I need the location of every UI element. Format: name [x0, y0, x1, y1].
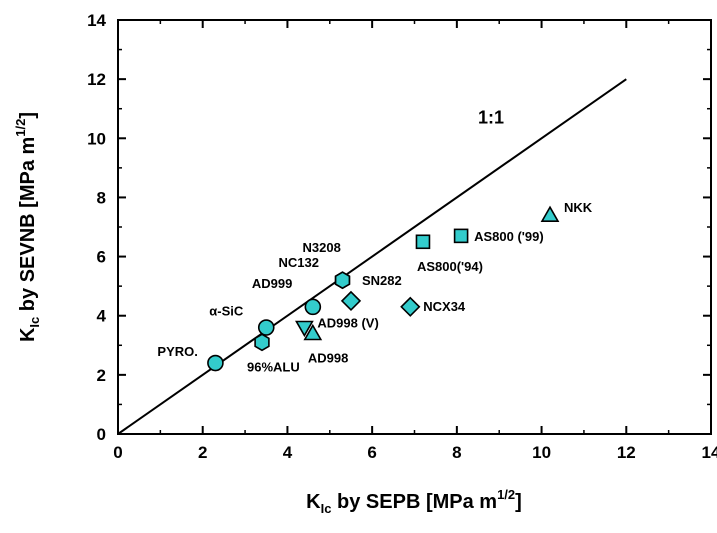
data-point-diamond [400, 296, 421, 317]
y-tick-label: 10 [87, 129, 106, 148]
y-tick-label: 14 [87, 11, 106, 30]
x-tick-label: 14 [702, 443, 717, 462]
point-label: NC132 [278, 255, 318, 270]
x-tick-label: 4 [283, 443, 293, 462]
data-point-triangle-up [303, 323, 323, 341]
y-tick-label: 12 [87, 70, 106, 89]
point-label: N3208 [302, 240, 340, 255]
point-label: AD999 [252, 276, 292, 291]
x-axis-label: KIc by SEPB [MPa m1/2] [306, 487, 522, 516]
point-label: α-SiC [209, 304, 244, 319]
point-label: NKK [564, 200, 593, 215]
point-label: AS800 ('99) [474, 229, 544, 244]
reference-line-1-1 [117, 78, 627, 435]
x-tick-label: 0 [113, 443, 122, 462]
point-labels: PYRO. 96%ALU α-SiC AD999 AD998 (V) AD998 NC132… [157, 200, 592, 374]
data-point-hexagon [254, 333, 270, 352]
data-points [207, 205, 560, 372]
point-label: 96%ALU [247, 359, 300, 374]
reference-line-label: 1:1 [478, 108, 504, 128]
x-tick-label: 6 [367, 443, 376, 462]
point-label: AD998 [308, 350, 348, 365]
point-label: SN282 [362, 273, 402, 288]
x-tick-label: 2 [198, 443, 207, 462]
point-label: NCX34 [423, 299, 466, 314]
point-label: PYRO. [157, 344, 197, 359]
data-point-hexagon [334, 271, 351, 290]
data-point-circle [304, 298, 322, 316]
x-tick-label: 12 [617, 443, 636, 462]
y-ticks: 0 2 4 6 8 10 12 14 [87, 11, 711, 444]
x-tick-label: 10 [532, 443, 551, 462]
y-tick-label: 8 [97, 188, 106, 207]
data-point-diamond [340, 290, 362, 312]
x-tick-label: 8 [452, 443, 461, 462]
x-ticks: 0 2 4 6 8 10 12 14 [113, 20, 717, 462]
data-point-circle [207, 354, 224, 372]
data-point-square [415, 234, 431, 250]
point-label: AS800('94) [417, 259, 483, 274]
plot-area: 0 2 4 6 8 10 12 14 0 2 4 6 8 10 12 14 PYRO. 96%ALU α-SiC… [87, 11, 717, 462]
y-tick-label: 2 [97, 366, 106, 385]
point-label: AD998 (V) [317, 316, 378, 331]
y-tick-label: 4 [97, 307, 107, 326]
data-point-circle [257, 319, 275, 336]
data-point-triangle-down [295, 320, 314, 338]
data-point-square [453, 228, 469, 244]
data-point-triangle-up [540, 205, 560, 222]
y-tick-label: 6 [97, 248, 106, 267]
y-tick-label: 0 [97, 425, 106, 444]
y-axis-label: KIc by SEVNB [MPa m1/2] [13, 112, 42, 342]
